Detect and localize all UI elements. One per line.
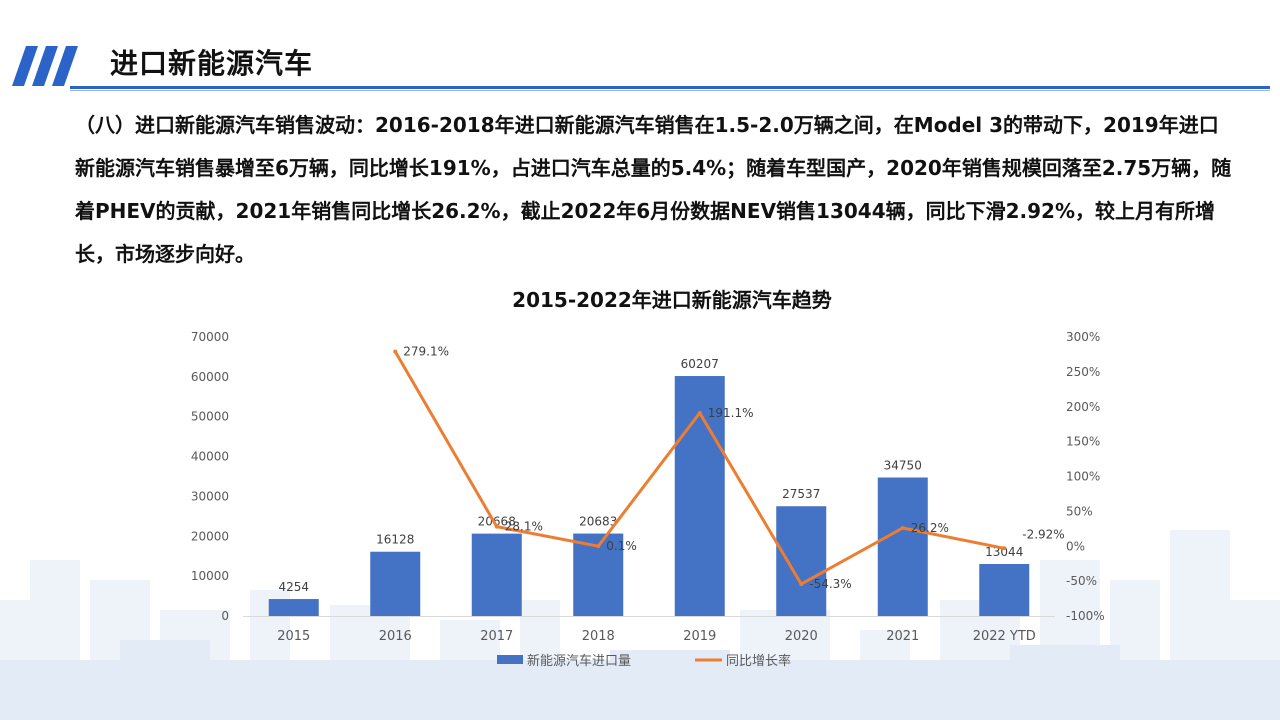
- title-underline-thin: [70, 90, 1270, 91]
- y-left-tick-label: 10000: [191, 569, 229, 583]
- chart-title: 2015-2022年进口新能源汽车趋势: [512, 288, 832, 312]
- line-data-label: 28.1%: [505, 520, 543, 534]
- growth-rate-point: [596, 544, 601, 549]
- header-stripes-icon: [12, 46, 78, 86]
- growth-rate-point: [1002, 546, 1007, 551]
- y-right-tick-label: 200%: [1066, 400, 1100, 414]
- y-left-tick-label: 0: [221, 609, 229, 623]
- y-right-tick-label: 300%: [1066, 330, 1100, 344]
- growth-rate-point: [900, 525, 905, 530]
- x-tick-label: 2018: [582, 629, 615, 644]
- bar-data-label: 13044: [985, 545, 1023, 559]
- x-tick-label: 2022 YTD: [973, 629, 1036, 644]
- line-data-label: 26.2%: [911, 521, 949, 535]
- y-left-tick-label: 40000: [191, 450, 229, 464]
- y-left-tick-label: 20000: [191, 529, 229, 543]
- bar: [674, 376, 725, 616]
- y-left-tick-label: 50000: [191, 410, 229, 424]
- bar: [471, 533, 522, 616]
- legend-label-bar: 新能源汽车进口量: [527, 653, 631, 669]
- bar-data-label: 16128: [376, 533, 414, 547]
- y-right-tick-label: 0%: [1066, 539, 1085, 553]
- bar-data-label: 60207: [681, 357, 719, 371]
- y-right-tick-label: 250%: [1066, 365, 1100, 379]
- page-title: 进口新能源汽车: [110, 47, 314, 80]
- line-data-label: 279.1%: [403, 345, 449, 359]
- bar: [776, 506, 827, 616]
- y-right-tick-label: 100%: [1066, 470, 1100, 484]
- x-tick-label: 2016: [379, 629, 412, 644]
- bar: [370, 551, 421, 616]
- y-left-tick-label: 30000: [191, 489, 229, 503]
- bar-data-label: 4254: [278, 580, 309, 594]
- x-tick-label: 2020: [785, 629, 818, 644]
- body-paragraph: （八）进口新能源汽车销售波动：2016-2018年进口新能源汽车销售在1.5-2…: [75, 113, 1232, 266]
- bar: [979, 564, 1030, 616]
- legend-label-line: 同比增长率: [726, 653, 791, 669]
- bar-data-label: 34750: [884, 458, 922, 472]
- y-right-tick-label: 150%: [1066, 435, 1100, 449]
- y-right-tick-label: 50%: [1066, 504, 1093, 518]
- growth-rate-point: [393, 349, 398, 354]
- bar-data-label: 27537: [782, 487, 820, 501]
- y-left-tick-label: 70000: [191, 330, 229, 344]
- line-data-label: -54.3%: [809, 577, 851, 591]
- x-tick-label: 2015: [277, 629, 310, 644]
- growth-rate-point: [799, 582, 804, 587]
- bar-data-label: 20668: [478, 515, 516, 529]
- slide-header: 进口新能源汽车: [0, 0, 1280, 100]
- x-tick-label: 2017: [480, 629, 513, 644]
- y-right-tick-label: -100%: [1066, 609, 1105, 623]
- bar-data-label: 20683: [579, 515, 617, 529]
- y-right-tick-label: -50%: [1066, 574, 1097, 588]
- line-data-label: 191.1%: [708, 406, 754, 420]
- bar: [268, 599, 319, 616]
- x-tick-label: 2021: [886, 629, 919, 644]
- title-underline: [70, 86, 1270, 89]
- x-tick-label: 2019: [683, 629, 716, 644]
- growth-rate-point: [697, 410, 702, 415]
- growth-rate-point: [494, 524, 499, 529]
- legend-swatch-bar: [497, 655, 523, 664]
- line-data-label: 0.1%: [606, 539, 637, 553]
- line-data-label: -2.92%: [1022, 527, 1064, 541]
- y-left-tick-label: 60000: [191, 370, 229, 384]
- bar: [877, 477, 928, 616]
